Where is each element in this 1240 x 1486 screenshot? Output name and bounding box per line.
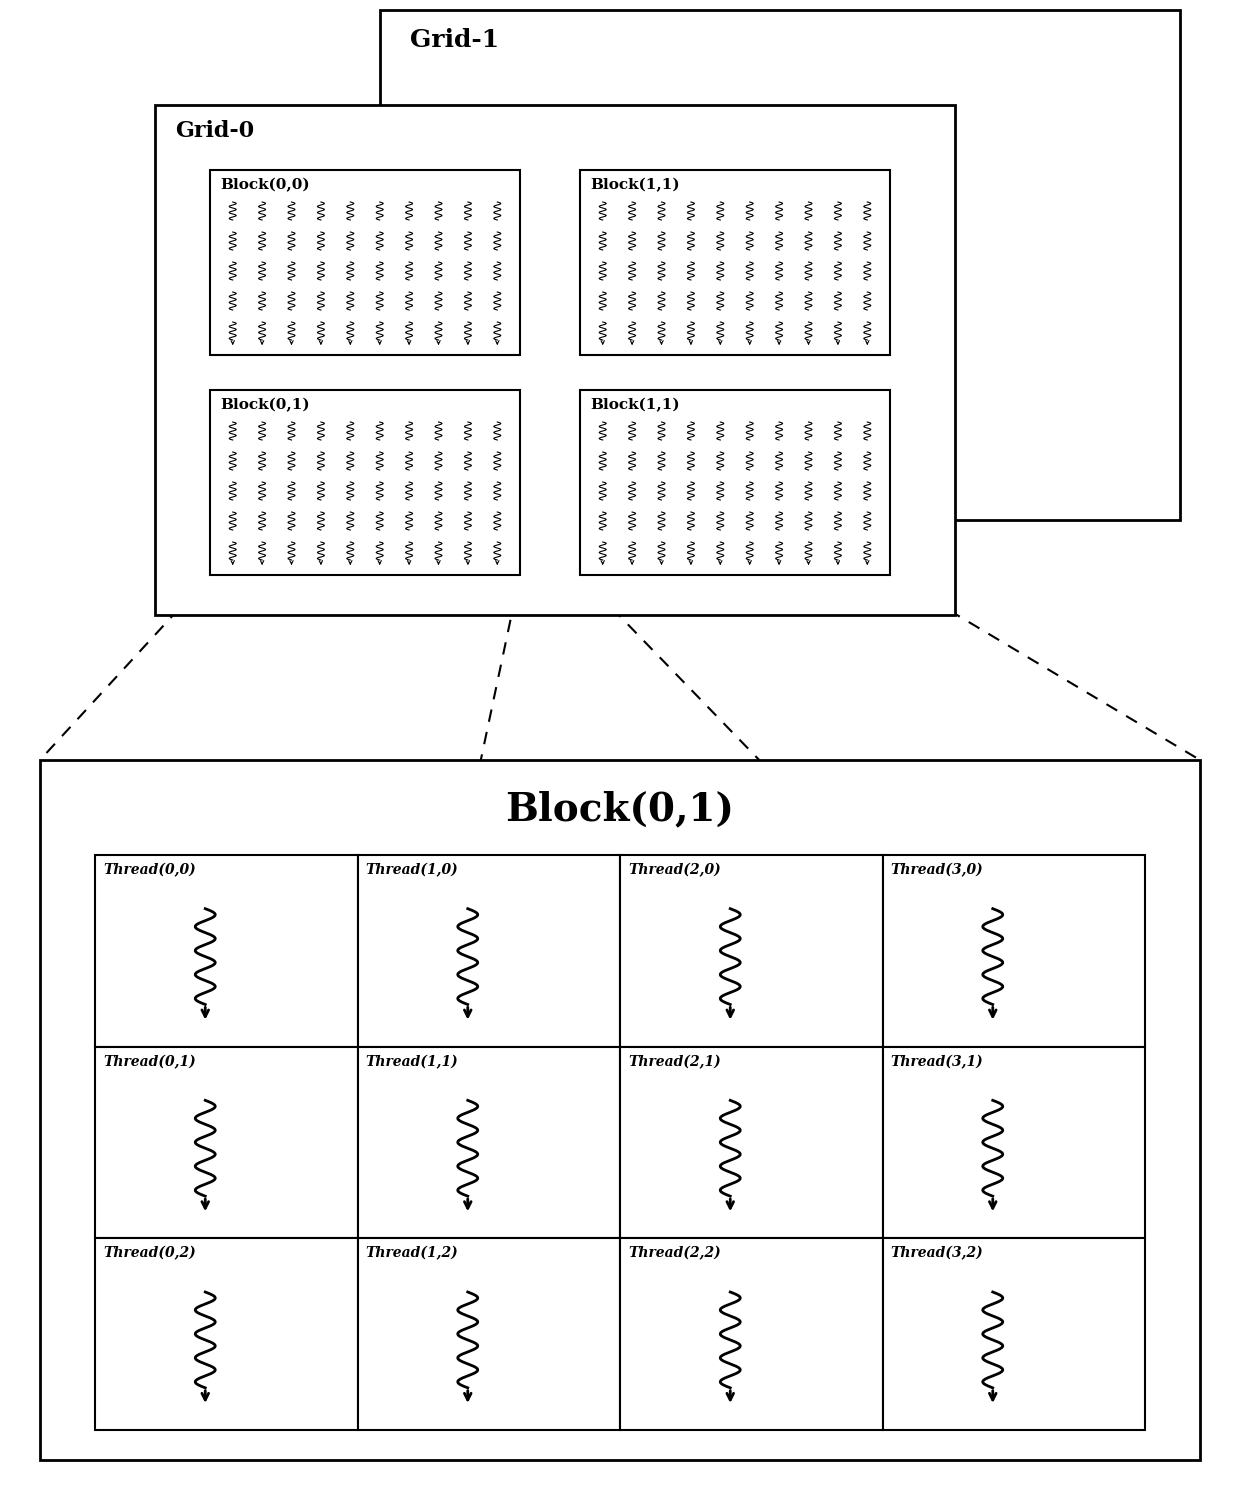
Text: Thread(0,0): Thread(0,0) — [103, 863, 196, 877]
Text: Thread(1,0): Thread(1,0) — [366, 863, 459, 877]
Text: Thread(2,2): Thread(2,2) — [627, 1247, 720, 1260]
Text: Thread(1,1): Thread(1,1) — [366, 1055, 459, 1068]
Bar — [357, 1046, 620, 1238]
Bar — [620, 1238, 883, 1430]
Text: Grid-1: Grid-1 — [410, 28, 500, 52]
Text: Grid-0: Grid-0 — [175, 120, 254, 143]
Text: Block(0,0): Block(0,0) — [219, 178, 310, 192]
Bar — [620, 1046, 883, 1238]
Text: Block(0,1): Block(0,1) — [219, 398, 310, 412]
Bar — [210, 169, 520, 355]
Bar — [883, 1238, 1145, 1430]
Text: Block(1,1): Block(1,1) — [590, 398, 680, 412]
Text: Thread(3,2): Thread(3,2) — [890, 1247, 983, 1260]
Text: Thread(2,0): Thread(2,0) — [627, 863, 720, 877]
Bar — [357, 1238, 620, 1430]
Bar — [95, 854, 357, 1046]
Bar — [620, 854, 883, 1046]
Bar — [95, 1238, 357, 1430]
Text: Thread(0,1): Thread(0,1) — [103, 1055, 196, 1068]
Bar — [883, 1046, 1145, 1238]
Bar — [357, 854, 620, 1046]
Text: Block(1,1): Block(1,1) — [590, 178, 680, 192]
Text: Thread(1,2): Thread(1,2) — [366, 1247, 459, 1260]
Bar — [379, 10, 1180, 520]
Text: Thread(3,0): Thread(3,0) — [890, 863, 983, 877]
Text: Thread(2,1): Thread(2,1) — [627, 1055, 720, 1068]
Text: Block(0,1): Block(0,1) — [506, 791, 734, 828]
Bar — [210, 389, 520, 575]
Bar — [580, 389, 890, 575]
Text: Thread(3,1): Thread(3,1) — [890, 1055, 983, 1068]
Bar — [95, 1046, 357, 1238]
Bar — [883, 854, 1145, 1046]
Bar — [40, 759, 1200, 1461]
Bar — [155, 106, 955, 615]
Bar — [580, 169, 890, 355]
Text: Thread(0,2): Thread(0,2) — [103, 1247, 196, 1260]
